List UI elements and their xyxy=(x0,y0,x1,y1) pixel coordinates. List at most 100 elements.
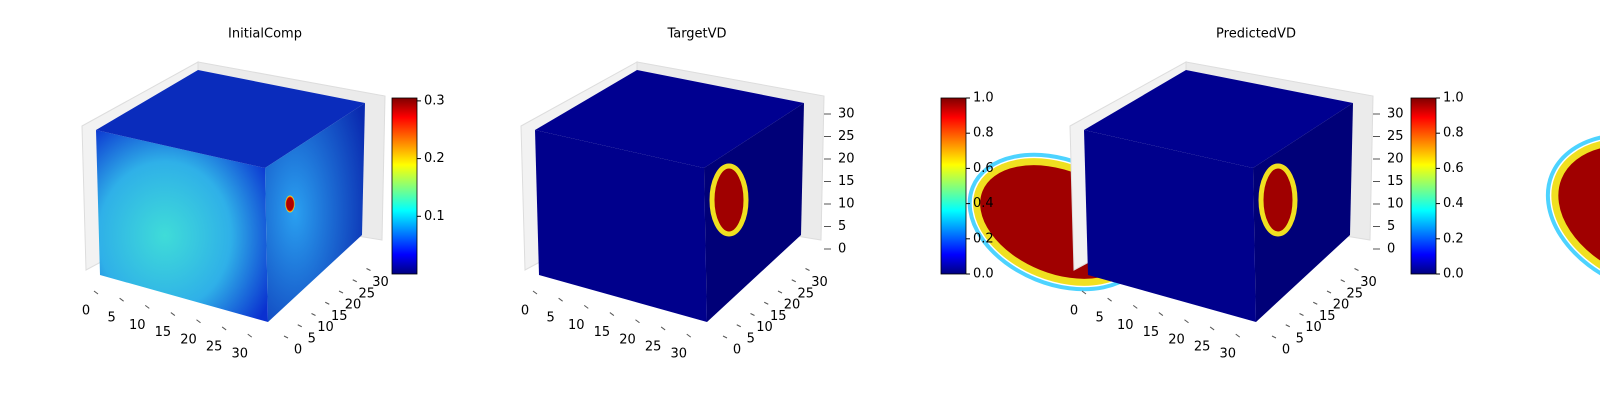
y-tick xyxy=(1354,268,1359,271)
x-tick xyxy=(144,304,150,309)
x-tick-label: 0 xyxy=(1070,304,1078,319)
colorbar-tick-label: 0.3 xyxy=(424,93,445,108)
colorbar-tick-label: 0.8 xyxy=(1443,126,1464,141)
x-tick xyxy=(119,297,124,302)
side-region xyxy=(1258,163,1298,237)
y-tick xyxy=(338,290,344,294)
x-tick-label: 5 xyxy=(1095,311,1103,326)
x-tick xyxy=(1235,333,1241,338)
y-tick xyxy=(750,313,755,316)
colorbar-tick-label: 0.0 xyxy=(1443,267,1464,282)
z-tick-label: 0 xyxy=(1387,242,1395,257)
cube-side xyxy=(704,103,804,322)
y-tick xyxy=(1299,313,1304,316)
side-region xyxy=(709,163,749,237)
colorbar-tick-label: 1.0 xyxy=(1443,91,1464,106)
colorbar-tick-label: 0.8 xyxy=(973,126,994,141)
x-tick xyxy=(196,319,201,324)
colorbar-tick-label: 0.4 xyxy=(973,196,994,211)
colorbar-tick-label: 0.2 xyxy=(424,151,445,166)
x-tick-label: 20 xyxy=(619,332,636,347)
x-tick xyxy=(1184,319,1189,324)
x-tick xyxy=(635,319,640,324)
y-tick xyxy=(352,279,357,283)
x-tick-label: 0 xyxy=(521,304,529,319)
y-tick xyxy=(325,301,330,305)
x-tick xyxy=(660,326,666,331)
x-tick xyxy=(247,333,253,338)
y-tick-label: 25 xyxy=(358,286,375,301)
y-tick xyxy=(297,324,302,328)
x-tick-label: 20 xyxy=(180,332,197,347)
y-tick-label: 15 xyxy=(331,309,348,324)
cube-top xyxy=(96,70,365,168)
y-tick-label: 0 xyxy=(1282,343,1290,358)
z-tick-label: 0 xyxy=(838,242,846,257)
z-tick-label: 20 xyxy=(838,152,855,167)
x-tick-label: 15 xyxy=(594,325,611,340)
x-tick xyxy=(1107,297,1112,302)
cube-front xyxy=(535,130,707,322)
y-tick-label: 5 xyxy=(747,331,755,346)
z-tick-label: 15 xyxy=(1387,174,1404,189)
z-tick-label: 30 xyxy=(1387,107,1404,122)
y-tick xyxy=(1326,290,1332,294)
panel-title: PredictedVD xyxy=(1216,27,1296,42)
x-tick-label: 30 xyxy=(231,347,248,362)
y-tick xyxy=(736,324,741,328)
colorbar-tick-label: 0.6 xyxy=(973,161,994,176)
y-tick-label: 25 xyxy=(797,286,814,301)
y-tick-label: 10 xyxy=(756,320,773,335)
x-tick-label: 25 xyxy=(1194,339,1211,354)
x-tick-label: 15 xyxy=(155,325,172,340)
x-tick-label: 10 xyxy=(568,318,585,333)
y-tick xyxy=(764,301,769,305)
x-tick-label: 10 xyxy=(129,318,146,333)
z-tick-label: 20 xyxy=(1387,152,1404,167)
x-tick xyxy=(1132,304,1138,309)
colorbar-tick-label: 0.0 xyxy=(973,267,994,282)
y-tick-label: 15 xyxy=(1319,309,1336,324)
x-tick-label: 10 xyxy=(1117,318,1134,333)
cube-side xyxy=(1253,103,1353,322)
cube-front xyxy=(1084,130,1256,322)
y-tick-label: 20 xyxy=(345,298,362,313)
x-tick-label: 5 xyxy=(546,311,554,326)
x-tick-label: 5 xyxy=(107,311,115,326)
cube-top xyxy=(1084,70,1353,168)
x-tick-label: 25 xyxy=(206,339,223,354)
z-tick-label: 25 xyxy=(1387,129,1404,144)
x-tick xyxy=(221,326,227,331)
x-tick-label: 25 xyxy=(645,339,662,354)
y-tick-label: 0 xyxy=(733,343,741,358)
panel-title: InitialComp xyxy=(228,27,302,42)
x-tick-label: 30 xyxy=(670,347,687,362)
y-tick-label: 30 xyxy=(372,275,389,290)
y-tick-label: 0 xyxy=(294,343,302,358)
front-rim xyxy=(1545,132,1600,298)
hot-spot xyxy=(285,195,295,213)
y-tick-label: 25 xyxy=(1346,286,1363,301)
colorbar-tick-label: 1.0 xyxy=(973,91,994,106)
front-region xyxy=(1551,138,1600,292)
panel-title: TargetVD xyxy=(666,27,726,42)
x-tick xyxy=(170,312,176,316)
z-tick-label: 30 xyxy=(838,107,855,122)
y-tick xyxy=(311,313,316,316)
x-tick-label: 30 xyxy=(1219,347,1236,362)
colorbar xyxy=(940,97,967,275)
colorbar-tick-label: 0.6 xyxy=(1443,161,1464,176)
x-tick xyxy=(1209,326,1215,331)
y-tick-label: 30 xyxy=(811,275,828,290)
y-tick xyxy=(366,268,371,271)
y-tick xyxy=(722,335,728,339)
x-tick xyxy=(686,333,692,338)
y-tick-label: 10 xyxy=(317,320,334,335)
x-tick xyxy=(532,290,538,295)
cube-front xyxy=(96,130,268,322)
y-tick xyxy=(1340,279,1345,283)
z-tick-label: 5 xyxy=(1387,219,1395,234)
colorbar-tick-label: 0.4 xyxy=(1443,196,1464,211)
colorbar-tick-label: 0.1 xyxy=(424,209,445,224)
